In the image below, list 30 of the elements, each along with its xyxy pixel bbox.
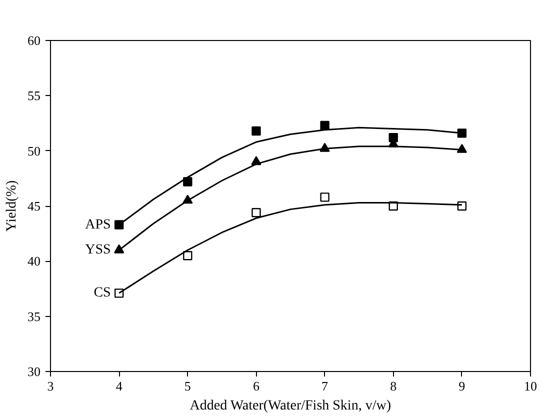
y-tick-label: 35 [28, 308, 40, 324]
point [114, 220, 124, 230]
point [320, 120, 330, 130]
x-tick-label: 6 [252, 378, 260, 394]
series-label: CS [94, 286, 111, 301]
y-tick-label: 55 [28, 88, 40, 104]
point [114, 244, 124, 254]
y-tick-label: 45 [28, 198, 40, 214]
point [183, 177, 192, 186]
series-label: YSS [85, 242, 111, 258]
y-tick-label: 50 [28, 143, 40, 158]
x-axis-title: Added Water(Water/Fish Skin, v/w) [190, 398, 392, 414]
y-axis-title: Yield(%) [4, 180, 20, 232]
x-tick-label: 3 [47, 378, 54, 394]
point [252, 126, 261, 136]
series-label: APS [85, 217, 111, 232]
x-tick-label: 5 [184, 378, 191, 394]
x-tick-label: 9 [458, 378, 466, 394]
x-tick-label: 10 [524, 378, 537, 394]
point [252, 208, 261, 218]
x-tick-label: 4 [116, 378, 123, 394]
x-tick-label: 8 [390, 378, 397, 394]
y-tick-label: 40 [28, 254, 40, 269]
point [457, 128, 467, 138]
point [183, 251, 192, 260]
point [320, 192, 330, 202]
x-tick-label: 7 [322, 378, 329, 394]
y-tick-label: 60 [28, 33, 40, 48]
y-tick-label: 30 [28, 364, 40, 379]
point [456, 144, 468, 153]
